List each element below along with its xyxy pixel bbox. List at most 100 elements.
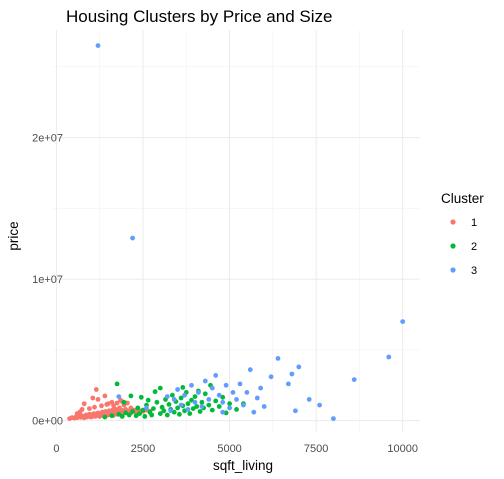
data-point-cluster-2 bbox=[130, 409, 136, 414]
data-point-cluster-1 bbox=[128, 405, 134, 411]
data-point-cluster-1 bbox=[90, 395, 96, 401]
data-point-cluster-3 bbox=[192, 399, 198, 405]
data-point-cluster-3 bbox=[289, 371, 295, 377]
data-point-cluster-2 bbox=[152, 389, 158, 395]
data-point-cluster-3 bbox=[254, 395, 260, 401]
data-points bbox=[67, 43, 406, 421]
data-point-cluster-3 bbox=[247, 367, 253, 373]
data-point-cluster-1 bbox=[81, 401, 87, 407]
data-point-cluster-3 bbox=[234, 397, 239, 402]
legend-key-cluster-3 bbox=[450, 267, 456, 273]
data-point-cluster-3 bbox=[306, 397, 312, 402]
data-point-cluster-2 bbox=[138, 394, 144, 400]
data-point-cluster-3 bbox=[196, 390, 201, 395]
data-point-cluster-3 bbox=[351, 377, 357, 382]
data-point-cluster-1 bbox=[95, 397, 101, 402]
data-point-cluster-3 bbox=[206, 397, 212, 402]
data-point-cluster-3 bbox=[189, 382, 194, 388]
data-point-cluster-3 bbox=[95, 43, 101, 48]
data-point-cluster-2 bbox=[227, 401, 233, 407]
data-point-cluster-3 bbox=[209, 385, 215, 391]
y-tick-label: 1e+07 bbox=[32, 274, 63, 286]
data-point-cluster-3 bbox=[164, 394, 170, 399]
data-point-cluster-3 bbox=[175, 387, 181, 392]
data-point-cluster-2 bbox=[151, 406, 156, 411]
data-point-cluster-3 bbox=[220, 409, 226, 415]
y-axis-label: price bbox=[6, 221, 21, 250]
legend-label-cluster-1: 1 bbox=[471, 217, 477, 229]
data-point-cluster-2 bbox=[187, 411, 193, 416]
data-point-cluster-1 bbox=[114, 400, 120, 406]
data-point-cluster-2 bbox=[199, 399, 205, 405]
data-point-cluster-3 bbox=[182, 392, 188, 398]
data-point-cluster-2 bbox=[202, 391, 208, 397]
data-point-cluster-1 bbox=[106, 401, 111, 407]
data-point-cluster-2 bbox=[154, 399, 160, 405]
data-point-cluster-3 bbox=[185, 407, 191, 412]
y-tick-label: 2e+07 bbox=[32, 133, 63, 145]
data-point-cluster-3 bbox=[400, 319, 406, 324]
data-point-cluster-3 bbox=[130, 235, 136, 241]
data-point-cluster-2 bbox=[220, 394, 226, 400]
data-point-cluster-2 bbox=[175, 405, 181, 411]
data-point-cluster-2 bbox=[157, 385, 163, 391]
data-point-cluster-2 bbox=[128, 393, 134, 399]
data-point-cluster-2 bbox=[135, 405, 141, 411]
data-point-cluster-3 bbox=[251, 409, 257, 415]
data-point-cluster-2 bbox=[126, 412, 132, 418]
x-tick-label: 10000 bbox=[387, 443, 418, 455]
data-point-cluster-2 bbox=[157, 411, 163, 416]
data-point-cluster-2 bbox=[170, 392, 175, 398]
data-point-cluster-3 bbox=[296, 364, 302, 370]
data-point-cluster-2 bbox=[102, 414, 108, 420]
data-point-cluster-2 bbox=[140, 407, 146, 413]
data-point-cluster-2 bbox=[133, 413, 139, 419]
data-point-cluster-2 bbox=[216, 404, 222, 409]
data-point-cluster-2 bbox=[185, 401, 191, 407]
data-point-cluster-1 bbox=[92, 404, 97, 410]
data-point-cluster-3 bbox=[227, 405, 233, 411]
data-point-cluster-2 bbox=[142, 414, 148, 419]
data-point-cluster-3 bbox=[286, 381, 291, 387]
x-tick-label: 7500 bbox=[304, 443, 328, 455]
data-point-cluster-2 bbox=[114, 381, 120, 387]
data-point-cluster-1 bbox=[102, 393, 108, 399]
data-point-cluster-2 bbox=[178, 395, 184, 401]
legend-label-cluster-2: 2 bbox=[471, 241, 477, 253]
data-point-cluster-3 bbox=[223, 382, 229, 388]
data-point-cluster-2 bbox=[164, 412, 170, 418]
data-point-cluster-3 bbox=[230, 390, 236, 395]
data-point-cluster-2 bbox=[121, 399, 127, 405]
data-point-cluster-3 bbox=[237, 381, 243, 387]
y-tick-labels: 0e+00 1e+07 2e+07 bbox=[32, 133, 63, 428]
data-point-cluster-1 bbox=[93, 387, 99, 392]
data-point-cluster-3 bbox=[275, 356, 281, 361]
x-tick-label: 5000 bbox=[217, 443, 241, 455]
data-point-cluster-2 bbox=[149, 412, 155, 418]
data-point-cluster-3 bbox=[171, 397, 177, 402]
data-point-cluster-2 bbox=[209, 407, 215, 413]
data-point-cluster-3 bbox=[213, 373, 219, 378]
data-point-cluster-3 bbox=[178, 402, 184, 408]
data-point-cluster-2 bbox=[206, 402, 212, 408]
data-point-cluster-3 bbox=[331, 416, 336, 421]
data-point-cluster-3 bbox=[144, 405, 149, 411]
chart-title: Housing Clusters by Price and Size bbox=[66, 7, 332, 26]
data-point-cluster-2 bbox=[189, 397, 194, 403]
data-point-cluster-2 bbox=[234, 407, 239, 412]
data-point-cluster-2 bbox=[166, 402, 172, 407]
legend-key-cluster-1 bbox=[450, 219, 456, 225]
data-point-cluster-3 bbox=[317, 402, 322, 408]
y-tick-label: 0e+00 bbox=[32, 416, 63, 428]
data-point-cluster-3 bbox=[199, 404, 205, 409]
data-point-cluster-3 bbox=[216, 392, 222, 398]
data-point-cluster-3 bbox=[268, 374, 274, 380]
data-point-cluster-3 bbox=[258, 385, 264, 391]
data-point-cluster-3 bbox=[293, 408, 298, 414]
data-point-cluster-1 bbox=[99, 403, 104, 409]
data-point-cluster-3 bbox=[244, 390, 250, 395]
legend: Cluster 1 2 3 bbox=[441, 191, 484, 277]
data-point-cluster-2 bbox=[194, 404, 200, 409]
data-point-cluster-3 bbox=[241, 402, 246, 408]
